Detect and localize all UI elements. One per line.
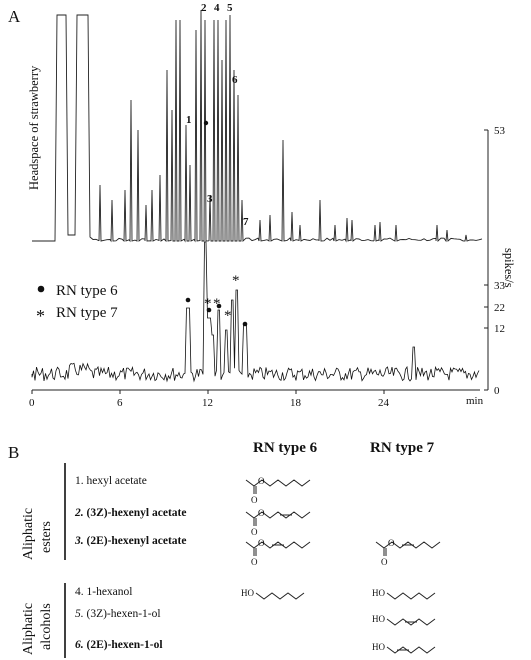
compound-number: 3.: [74, 535, 84, 547]
compound-number: 4.: [75, 586, 84, 598]
compound-number: 6.: [75, 639, 84, 651]
compound-name: (3Z)-hexen-1-ol: [87, 608, 161, 620]
spike-rate-trace: [31, 241, 480, 383]
response-marker-type6: [185, 297, 191, 303]
structure-1-hexanol-icon: HO: [372, 588, 436, 600]
legend-type6-text: RN type 6: [56, 283, 118, 299]
structure-2e-hexen-1-ol-icon: HO: [372, 642, 436, 654]
compound-row: 4. 1-hexanol: [75, 586, 132, 598]
svg-text:5. (3Z)-hexen-1-ol: 5. (3Z)-hexen-1-ol: [75, 608, 161, 620]
svg-text:O: O: [258, 508, 265, 518]
peak-number-3: 3: [207, 193, 213, 205]
column-header-rn-type-6: RN type 6: [253, 440, 318, 456]
compound-row: 1. hexyl acetate: [75, 475, 147, 487]
svg-text:O: O: [251, 527, 258, 537]
structure-2e-hexenyl-acetate-icon: O O: [375, 538, 441, 567]
chromatogram-trace: [32, 9, 483, 243]
peak-number-7: 7: [243, 216, 249, 228]
svg-text:O: O: [258, 476, 265, 486]
response-marker-type7: *: [213, 296, 221, 312]
right-tick-label: 53: [494, 125, 506, 137]
x-tick-label: 6: [117, 397, 123, 409]
x-tick-label: 24: [378, 397, 390, 409]
svg-text:O: O: [258, 538, 265, 548]
compound-name: (2E)-hexen-1-ol: [87, 639, 163, 651]
category-esters-line2: esters: [39, 521, 54, 553]
svg-text:2. (3Z)-hexenyl acetate: 2. (3Z)-hexenyl acetate: [74, 507, 186, 519]
svg-text:HO: HO: [372, 614, 385, 624]
svg-text:HO: HO: [372, 588, 385, 598]
legend-type7-text: RN type 7: [56, 305, 118, 321]
svg-text:3. (2E)-hexenyl acetate: 3. (2E)-hexenyl acetate: [74, 535, 186, 547]
svg-text:O: O: [381, 557, 388, 567]
structure-1-hexanol-icon: HO: [241, 588, 305, 600]
svg-text:6. (2E)-hexen-1-ol: 6. (2E)-hexen-1-ol: [75, 639, 163, 651]
compound-name: (2E)-hexenyl acetate: [87, 535, 187, 547]
compound-row: 2. (3Z)-hexenyl acetate: [74, 507, 186, 519]
legend-dot-icon: [37, 285, 45, 293]
compound-name: hexyl acetate: [87, 475, 147, 487]
y-axis-label-right: spikes/s: [502, 248, 516, 288]
right-tick-label: 12: [494, 323, 505, 335]
legend-asterisk-icon: *: [36, 306, 45, 326]
compound-number: 2.: [74, 507, 84, 519]
svg-text:O: O: [251, 495, 258, 505]
panel-a-label: A: [8, 7, 21, 26]
svg-text:4. 1-hexanol: 4. 1-hexanol: [75, 586, 132, 598]
category-esters-line1: Aliphatic: [21, 508, 36, 560]
x-tick-label: 12: [202, 397, 213, 409]
structure-3z-hexenyl-acetate-icon: O O: [245, 508, 311, 537]
compound-name: (3Z)-hexenyl acetate: [87, 507, 187, 519]
svg-text:O: O: [388, 538, 395, 548]
svg-text:HO: HO: [372, 642, 385, 652]
structure-3z-hexen-1-ol-icon: HO: [372, 614, 436, 626]
peak-number-5: 5: [227, 2, 233, 14]
response-marker-type6: [216, 303, 222, 309]
peak-number-6: 6: [232, 74, 238, 86]
structure-hexyl-acetate-icon: O O: [245, 476, 311, 505]
x-tick-label: 18: [290, 397, 302, 409]
x-axis-ticks: 0 6 12 18 24: [29, 390, 390, 409]
compound-row: 6. (2E)-hexen-1-ol: [75, 639, 163, 651]
right-tick-label: 22: [494, 302, 505, 314]
compound-row: 5. (3Z)-hexen-1-ol: [75, 608, 161, 620]
compound-row: 3. (2E)-hexenyl acetate: [74, 535, 186, 547]
y-axis-label-left: Headspace of strawberry: [27, 65, 41, 190]
response-marker-type6: [242, 321, 248, 327]
x-tick-label: 0: [29, 397, 35, 409]
response-marker-type6: [206, 307, 212, 313]
panel-b-label: B: [8, 443, 19, 462]
right-axis-ticks: 53 33 22 12 0: [484, 125, 506, 397]
category-alcohols-line1: Aliphatic: [21, 603, 36, 655]
peak-number-2: 2: [201, 2, 207, 14]
compound-number: 5.: [75, 608, 84, 620]
compound-number: 1.: [75, 475, 84, 487]
x-axis-unit: min: [466, 395, 484, 407]
category-alcohols-line2: alcohols: [39, 603, 54, 650]
peak-number-1: 1: [186, 114, 192, 126]
structure-2e-hexenyl-acetate-icon: O O: [245, 538, 311, 567]
svg-text:HO: HO: [241, 588, 254, 598]
right-tick-label: 0: [494, 385, 500, 397]
right-tick-label: 33: [494, 280, 506, 292]
compound-name: 1-hexanol: [87, 586, 133, 598]
svg-text:O: O: [251, 557, 258, 567]
column-header-rn-type-7: RN type 7: [370, 440, 435, 456]
peak-2-type6-marker: [203, 120, 209, 126]
response-marker-type7: *: [204, 296, 212, 312]
svg-text:1. hexyl acetate: 1. hexyl acetate: [75, 475, 147, 487]
response-marker-type7: *: [224, 308, 232, 324]
response-marker-type7: *: [232, 273, 240, 289]
peak-number-4: 4: [214, 2, 220, 14]
